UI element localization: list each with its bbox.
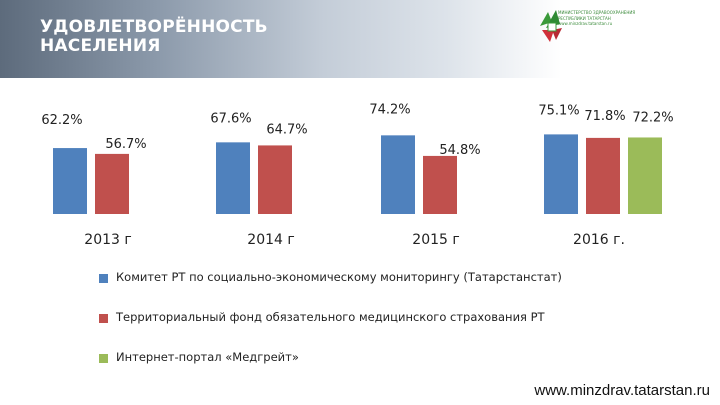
data-label: 75.1% [538,103,579,118]
logo-line: МИНИСТЕРСТВО ЗДРАВООХРАНЕНИЯ [558,10,636,15]
legend-swatch [99,354,108,363]
bar [53,148,87,214]
bar [95,153,129,214]
data-label: 54.8% [439,143,480,158]
x-tick-label: 2015 г [412,232,459,248]
data-label: 67.6% [210,111,251,126]
logo-line: www.minzdrav.tatarstan.ru [558,21,613,26]
data-label: 72.2% [632,110,673,125]
data-label: 64.7% [266,122,307,137]
bar [423,155,457,214]
logo-line: РЕСПУБЛИКИ ТАТАРСТАН [558,15,611,21]
legend-swatch [99,314,108,323]
x-tick-label: 2014 г [247,232,294,248]
satisfaction-bar-chart: 62.2% 56.7% 2013 г 67.6% 64.7% 2014 г 74.2% 54.… [41,102,673,248]
x-tick-label: 2013 г [84,232,131,248]
data-label: 74.2% [369,102,410,117]
bar [544,134,578,214]
ministry-logo-icon [540,10,562,42]
legend-label: Комитет РТ по социально-экономическому м… [116,270,562,284]
bar [258,145,292,214]
data-label: 71.8% [584,109,625,124]
header-banner [0,0,720,78]
bar [381,135,415,214]
legend-label: Территориальный фонд обязательного медиц… [116,310,545,324]
legend-label: Интернет-портал «Медгрейт» [116,350,299,364]
bar [216,142,250,214]
data-label: 56.7% [105,137,146,152]
page-title: УДОВЛЕТВОРЁННОСТЬ НАСЕЛЕНИЯ [40,17,268,56]
legend-swatch [99,274,108,283]
data-label: 62.2% [41,113,82,128]
x-tick-label: 2016 г. [573,232,625,248]
site-url: www.minzdrav.tatarstan.ru [534,382,710,399]
bar [586,137,620,214]
bar [628,137,662,214]
logo-text: МИНИСТЕРСТВО ЗДРАВООХРАНЕНИЯ РЕСПУБЛИКИ … [558,10,688,27]
